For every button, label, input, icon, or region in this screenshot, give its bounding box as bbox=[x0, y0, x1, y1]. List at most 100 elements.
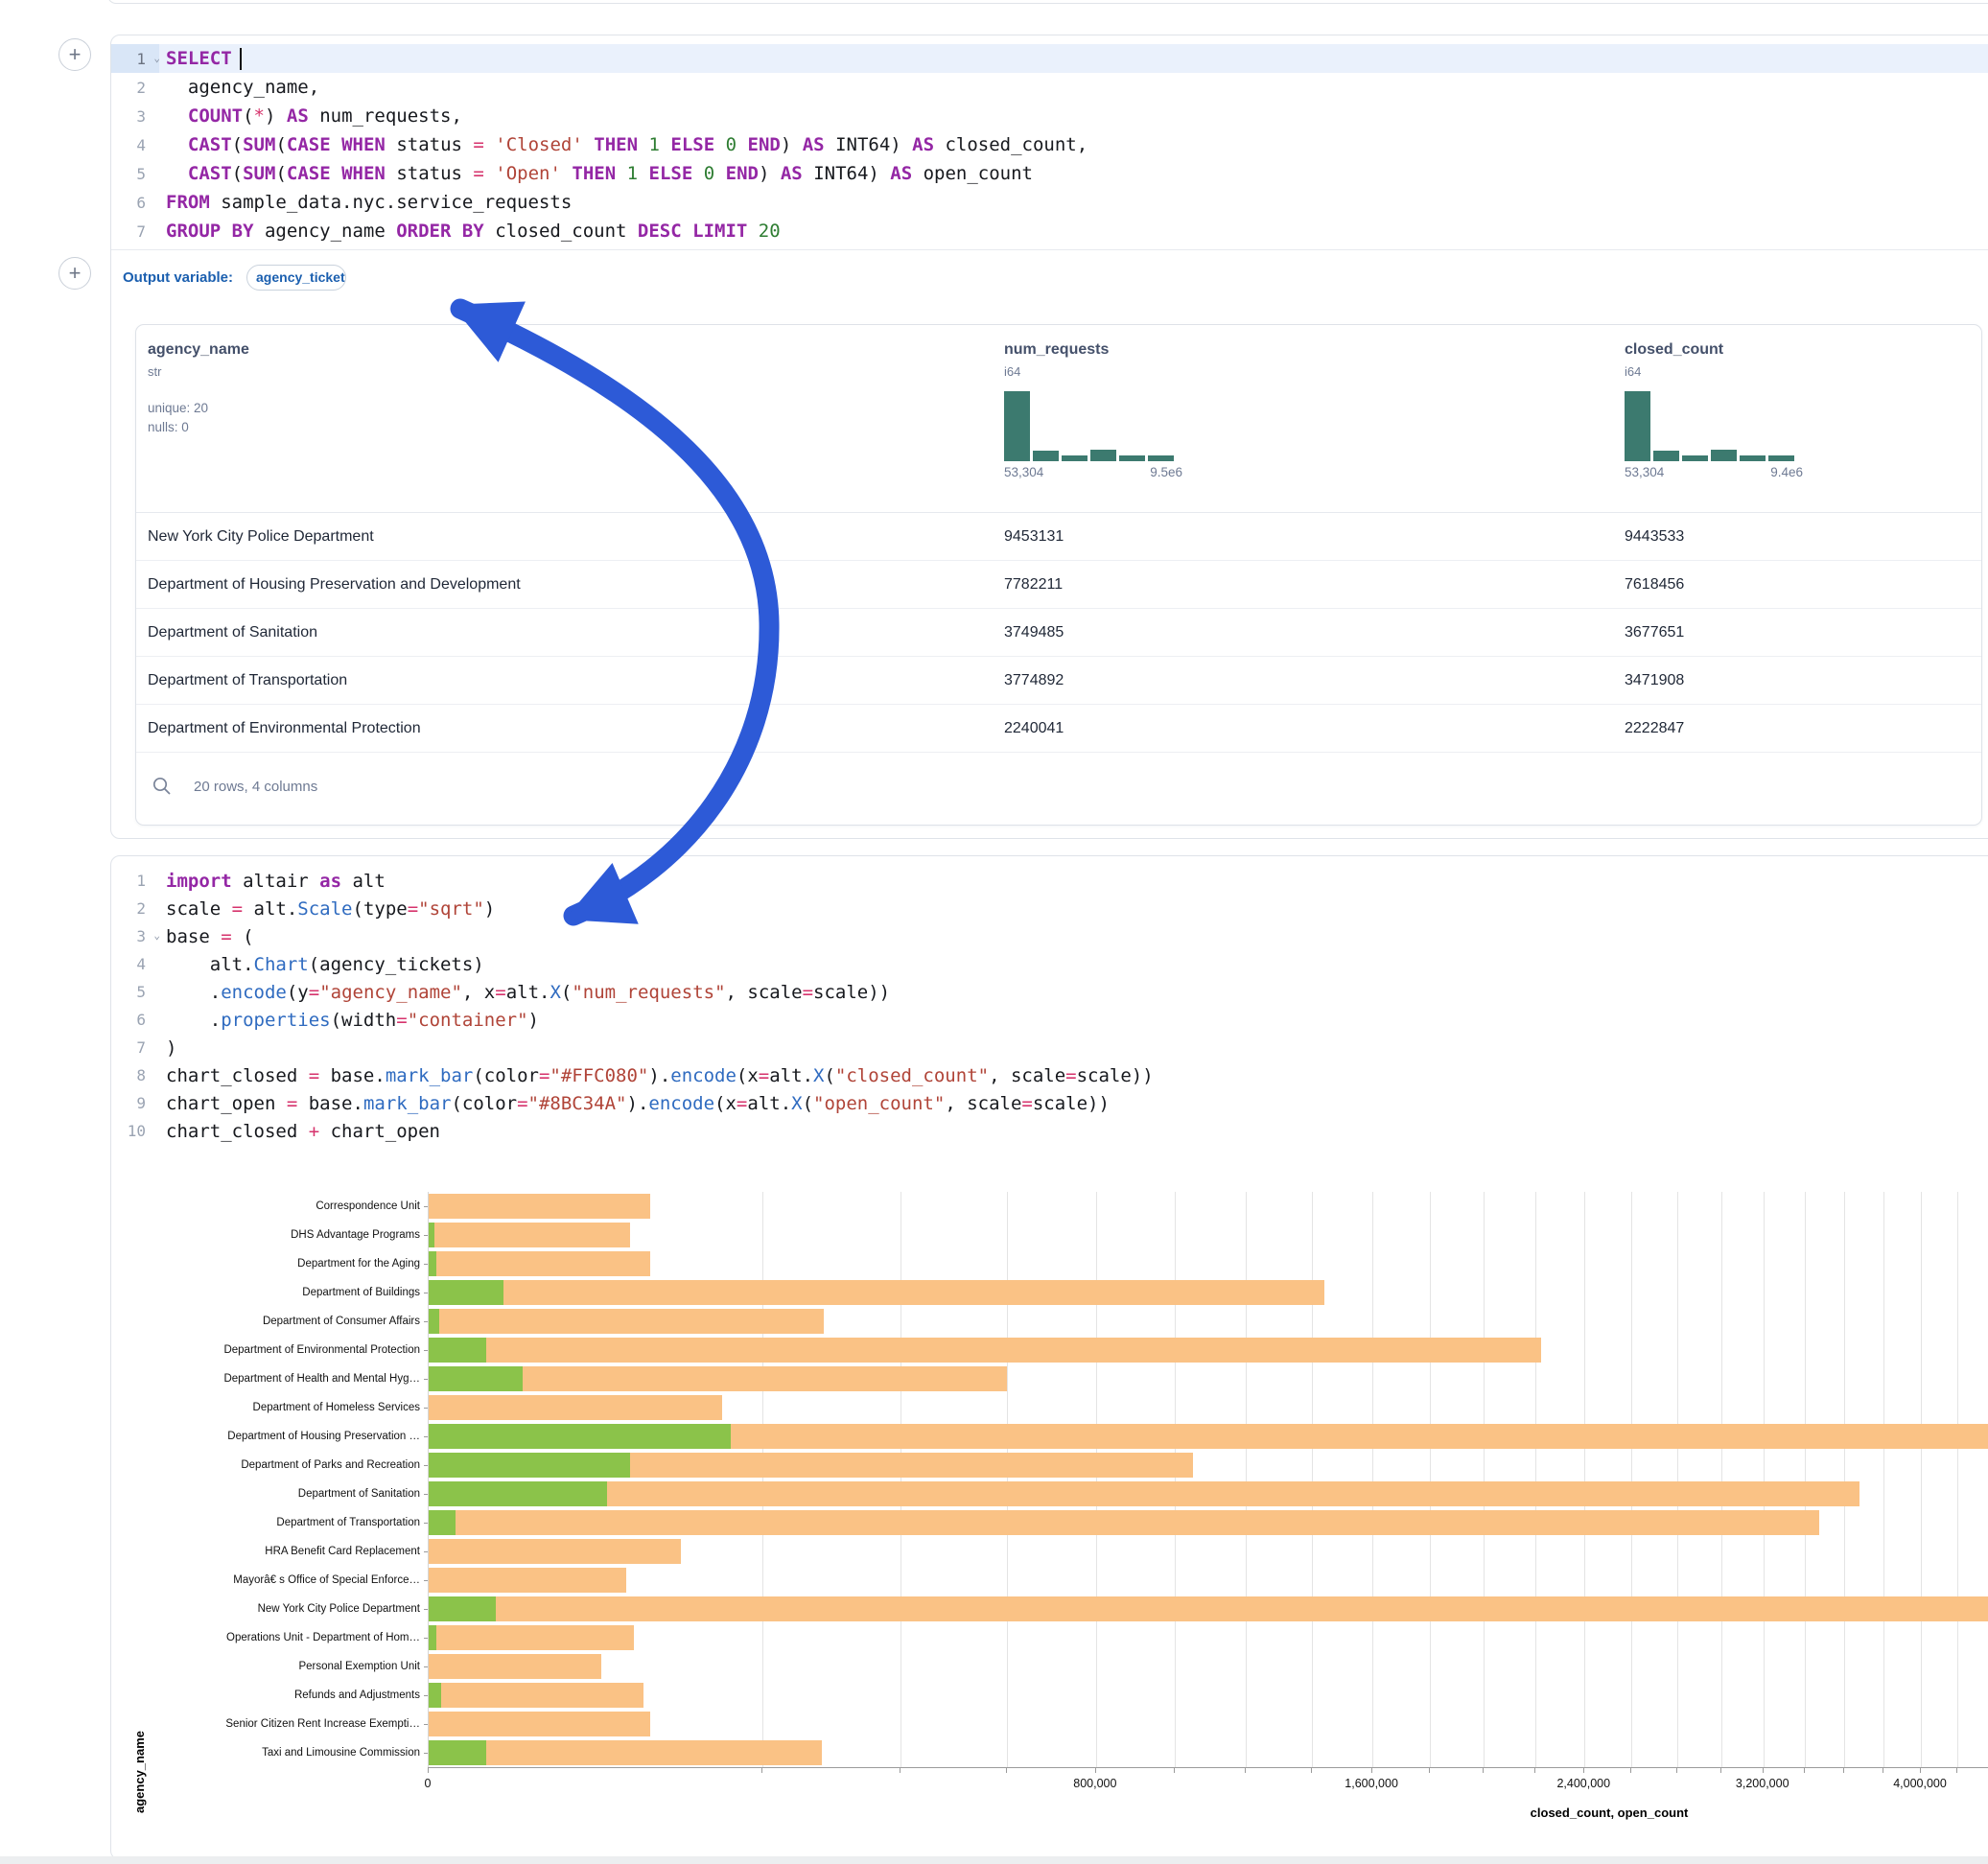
code-line[interactable]: 5 CAST(SUM(CASE WHEN status = 'Open' THE… bbox=[111, 159, 1988, 188]
table-row[interactable]: Department of Housing Preservation and D… bbox=[136, 561, 1981, 609]
closed_count-bar bbox=[429, 1223, 630, 1247]
code-text[interactable]: base = ( bbox=[166, 925, 254, 947]
code-text[interactable]: CAST(SUM(CASE WHEN status = 'Closed' THE… bbox=[187, 134, 1088, 155]
gridline bbox=[1763, 1192, 1765, 1767]
python-code-editor[interactable]: 1 import altair as alt 2 scale = alt.Scale(… bbox=[111, 867, 1988, 1145]
code-text[interactable]: FROM sample_data.nyc.service_requests bbox=[166, 192, 573, 213]
closed_count-bar bbox=[429, 1251, 650, 1276]
collapse-caret-icon[interactable]: ⌄ bbox=[153, 51, 160, 64]
code-line[interactable]: 7 GROUP BY agency_name ORDER BY closed_co… bbox=[111, 217, 1988, 245]
next-cell-edge bbox=[0, 1856, 1988, 1864]
code-text[interactable]: ) bbox=[166, 1037, 177, 1059]
x-axis-tick bbox=[1719, 1768, 1721, 1773]
table-row[interactable]: Department of Transportation 3774892 34719… bbox=[136, 657, 1981, 705]
line-number: 3 ⌄ bbox=[136, 927, 160, 945]
collapse-caret-icon[interactable]: ⌄ bbox=[153, 929, 160, 942]
code-text[interactable]: alt.Chart(agency_tickets) bbox=[166, 953, 484, 975]
code-text[interactable]: agency_name, bbox=[166, 77, 320, 98]
code-line[interactable]: 8 chart_closed = base.mark_bar(color="#FF… bbox=[111, 1061, 1988, 1089]
code-text[interactable]: import altair as alt bbox=[166, 870, 386, 892]
closed_count-bar bbox=[429, 1596, 1988, 1621]
x-axis-tick bbox=[1762, 1768, 1764, 1773]
gridline bbox=[1006, 1192, 1008, 1767]
x-axis-label: 2,400,000 bbox=[1556, 1777, 1611, 1790]
code-text[interactable]: chart_open = base.mark_bar(color="#8BC34… bbox=[166, 1092, 1110, 1114]
table-cell: 9453131 bbox=[1004, 527, 1064, 545]
y-axis-label: Department of Health and Mental Hyg… bbox=[223, 1373, 420, 1385]
line-number: 9 bbox=[136, 1094, 146, 1112]
y-axis-label: Senior Citizen Rent Increase Exempti… bbox=[225, 1718, 420, 1730]
x-axis-tick bbox=[1533, 1768, 1535, 1773]
table-cell: 2222847 bbox=[1625, 719, 1685, 736]
code-line[interactable]: 4 alt.Chart(agency_tickets) bbox=[111, 950, 1988, 978]
gridline bbox=[1804, 1192, 1806, 1767]
code-text[interactable]: chart_closed = base.mark_bar(color="#FFC… bbox=[166, 1064, 1154, 1086]
code-line[interactable]: 6 .properties(width="container") bbox=[111, 1006, 1988, 1034]
closed_count-bar bbox=[429, 1510, 1819, 1535]
code-line[interactable]: 9 chart_open = base.mark_bar(color="#8BC3… bbox=[111, 1089, 1988, 1117]
y-axis-label: Mayorâ€ s Office of Special Enforce… bbox=[233, 1574, 420, 1586]
add-cell-button-middle[interactable]: + bbox=[58, 257, 91, 290]
x-axis-tick bbox=[1920, 1768, 1921, 1773]
code-text[interactable]: GROUP BY agency_name ORDER BY closed_cou… bbox=[166, 221, 781, 242]
x-axis-tick bbox=[1005, 1768, 1007, 1773]
open_count-bar bbox=[429, 1280, 503, 1305]
code-line[interactable]: 1 ⌄ SELECT bbox=[111, 44, 1988, 73]
gridline bbox=[761, 1192, 763, 1767]
closed_count-bar bbox=[429, 1712, 650, 1736]
code-text[interactable]: chart_closed + chart_open bbox=[166, 1120, 441, 1142]
output-variable-chip[interactable]: agency_tickets bbox=[246, 264, 347, 291]
x-axis-tick bbox=[428, 1768, 429, 1773]
code-line[interactable]: 2 scale = alt.Scale(type="sqrt") bbox=[111, 895, 1988, 922]
code-line[interactable]: 3 COUNT(*) AS num_requests, bbox=[111, 102, 1988, 130]
closed_count-bar bbox=[429, 1654, 601, 1679]
code-line[interactable]: 1 import altair as alt bbox=[111, 867, 1988, 895]
closed_count-bar bbox=[429, 1539, 681, 1564]
table-cell: Department of Transportation bbox=[148, 671, 348, 688]
chart-x-axis-title: closed_count, open_count bbox=[1530, 1806, 1689, 1820]
code-text[interactable]: COUNT(*) AS num_requests, bbox=[187, 105, 462, 127]
gridline bbox=[1720, 1192, 1722, 1767]
line-number: 2 bbox=[136, 78, 146, 97]
table-row[interactable]: Department of Environmental Protection 22… bbox=[136, 705, 1981, 753]
table-row[interactable]: Department of Sanitation 3749485 3677651 bbox=[136, 609, 1981, 657]
column-header[interactable]: num_requests i64 53,304 9.5e6 bbox=[1004, 341, 1182, 479]
table-row[interactable]: New York City Police Department 9453131 94… bbox=[136, 513, 1981, 561]
sql-code-editor[interactable]: 1 ⌄ SELECT 2 agency_name, 3 COUNT(*) AS num_… bbox=[111, 44, 1988, 245]
result-table: agency_name str unique: 20 nulls: 0 num_requ… bbox=[135, 324, 1982, 826]
table-cell: Department of Sanitation bbox=[148, 623, 317, 641]
code-text[interactable]: CAST(SUM(CASE WHEN status = 'Open' THEN … bbox=[187, 163, 1033, 184]
code-line[interactable]: 5 .encode(y="agency_name", x=alt.X("num_… bbox=[111, 978, 1988, 1006]
search-icon[interactable] bbox=[152, 776, 173, 797]
table-cell: 7618456 bbox=[1625, 575, 1685, 593]
closed_count-bar bbox=[429, 1740, 822, 1765]
code-line[interactable]: 6 FROM sample_data.nyc.service_requests bbox=[111, 188, 1988, 217]
add-cell-button-top[interactable]: + bbox=[58, 38, 91, 71]
code-line[interactable]: 3 ⌄ base = ( bbox=[111, 922, 1988, 950]
code-line[interactable]: 7) bbox=[111, 1034, 1988, 1061]
code-text[interactable]: .properties(width="container") bbox=[166, 1009, 539, 1031]
gridline bbox=[1484, 1192, 1485, 1767]
open_count-bar bbox=[429, 1625, 436, 1650]
y-axis-tick bbox=[424, 1264, 429, 1265]
y-axis-tick bbox=[424, 1465, 429, 1466]
y-axis-tick bbox=[424, 1753, 429, 1754]
x-axis-tick bbox=[1174, 1768, 1175, 1773]
line-number: 7 bbox=[136, 221, 146, 241]
code-text[interactable]: scale = alt.Scale(type="sqrt") bbox=[166, 897, 496, 920]
code-text[interactable]: .encode(y="agency_name", x=alt.X("num_re… bbox=[166, 981, 891, 1003]
code-line[interactable]: 4 CAST(SUM(CASE WHEN status = 'Closed' T… bbox=[111, 130, 1988, 159]
code-text[interactable]: SELECT bbox=[166, 47, 242, 70]
code-line[interactable]: 2 agency_name, bbox=[111, 73, 1988, 102]
line-number: 3 bbox=[136, 106, 146, 126]
table-cell: Department of Housing Preservation and D… bbox=[148, 575, 521, 593]
y-axis-label: Refunds and Adjustments bbox=[293, 1689, 420, 1701]
x-axis-tick bbox=[1094, 1768, 1096, 1773]
column-header[interactable]: closed_count i64 53,304 9.4e6 bbox=[1625, 341, 1803, 479]
column-header[interactable]: agency_name str unique: 20 nulls: 0 bbox=[148, 341, 249, 434]
y-axis-tick bbox=[424, 1379, 429, 1380]
code-line[interactable]: 10 chart_closed + chart_open bbox=[111, 1117, 1988, 1145]
open_count-bar bbox=[429, 1251, 436, 1276]
column-histogram bbox=[1004, 391, 1182, 461]
open_count-bar bbox=[429, 1510, 456, 1535]
